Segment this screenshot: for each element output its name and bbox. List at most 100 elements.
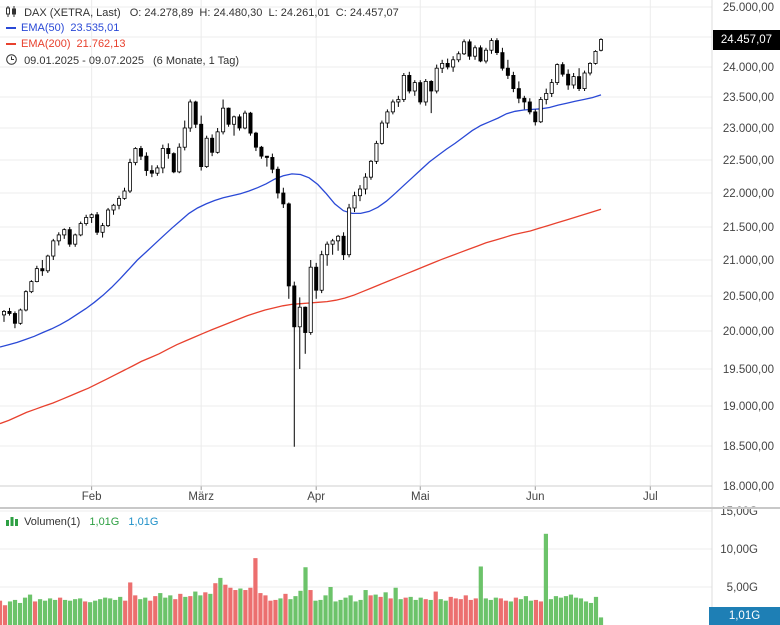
- candle-up: [89, 214, 94, 218]
- candle-up: [483, 49, 488, 62]
- candle-up: [122, 190, 127, 199]
- current-volume-tag: 1,01G: [709, 607, 780, 625]
- volume-bar: [308, 590, 313, 625]
- candle-up: [549, 82, 554, 94]
- volume-bar: [453, 598, 458, 625]
- candle-up: [412, 82, 417, 92]
- candle-down: [199, 123, 204, 167]
- price-tick-label: 24.000,00: [723, 62, 774, 74]
- price-tick-label: 21.500,00: [723, 222, 774, 234]
- date-range-row[interactable]: 09.01.2025 - 09.07.2025 (6 Monate, 1 Tag…: [6, 54, 239, 67]
- candle-down: [511, 75, 516, 90]
- price-tick-label: 18.000,00: [723, 481, 774, 493]
- volume-bar: [63, 599, 68, 625]
- current-price-tag: 24.457,07: [713, 30, 780, 50]
- volume-bar: [573, 597, 579, 625]
- volume-bar: [68, 600, 73, 625]
- candle-up: [215, 131, 220, 153]
- clock-icon: [6, 54, 17, 65]
- ema50-label: EMA(50): [21, 22, 65, 34]
- volume-bar: [37, 599, 43, 625]
- volume-bar: [103, 597, 108, 625]
- candle-up: [434, 67, 439, 92]
- candle-up: [593, 51, 598, 64]
- candle-up: [18, 309, 23, 324]
- price-tick-label: 20.000,00: [723, 326, 774, 338]
- candle-down: [144, 155, 149, 171]
- candle-down: [264, 155, 269, 158]
- candle-down: [303, 306, 308, 333]
- volume-bar: [568, 594, 574, 625]
- candle-up: [242, 112, 247, 129]
- volume-bar: [42, 600, 48, 625]
- volume-bar: [443, 600, 448, 625]
- volume-bar: [193, 591, 198, 625]
- volume-bar: [293, 596, 298, 625]
- volume-bar: [7, 601, 13, 625]
- volume-bar: [343, 597, 348, 625]
- volume-bar: [243, 590, 248, 625]
- candle-up: [396, 99, 401, 103]
- candle-down: [527, 101, 532, 113]
- volume-bar: [543, 533, 549, 625]
- candle-up: [56, 234, 61, 242]
- volume-bar: [563, 596, 569, 625]
- candle-up: [78, 223, 83, 236]
- volume-bar: [143, 597, 148, 625]
- candle-up: [62, 229, 67, 236]
- legend-ema200[interactable]: EMA(200) 21.762,13: [6, 38, 125, 50]
- volume-bar: [268, 600, 273, 625]
- instrument-label: DAX (XETRA, Last): [24, 7, 121, 19]
- candle-up: [73, 234, 78, 245]
- volume-bar: [523, 596, 528, 625]
- candle-up: [358, 188, 363, 197]
- ema200-label: EMA(200): [21, 38, 71, 50]
- volume-legend[interactable]: Volumen(1) 1,01G 1,01G: [6, 516, 158, 528]
- candle-up: [111, 204, 116, 211]
- volume-bar: [158, 593, 163, 625]
- volume-bar: [233, 590, 238, 625]
- candle-up: [29, 281, 34, 293]
- volume-bar: [383, 592, 388, 625]
- volume-value-green: 1,01G: [89, 516, 120, 528]
- volume-bar: [353, 601, 358, 625]
- candle-down: [566, 73, 571, 86]
- candle-down: [418, 82, 423, 103]
- volume-bar: [598, 617, 604, 625]
- ema50-value: 23.535,01: [70, 22, 120, 34]
- time-tick-label: März: [188, 491, 214, 503]
- volume-bar: [258, 593, 263, 625]
- candle-up: [385, 111, 390, 124]
- candle-up: [440, 63, 445, 69]
- volume-bar: [508, 601, 513, 625]
- candle-up: [325, 243, 330, 256]
- ema200-line-group: [0, 208, 602, 425]
- volume-bar: [83, 601, 88, 625]
- volume-bar: [378, 596, 383, 625]
- volume-bar: [183, 596, 188, 625]
- candle-up: [133, 148, 138, 164]
- time-tick-label: Jul: [643, 491, 658, 503]
- candle-up: [188, 101, 193, 129]
- candle-down: [237, 116, 242, 129]
- volume-bar: [278, 598, 283, 625]
- volume-bar: [298, 590, 303, 625]
- legend-ema50[interactable]: EMA(50) 23.535,01: [6, 22, 119, 34]
- candle-up: [336, 235, 341, 242]
- candle-down: [166, 148, 171, 154]
- volume-bar: [593, 596, 599, 625]
- volume-bar: [483, 598, 488, 625]
- volume-bar: [538, 601, 544, 625]
- candle-down: [270, 157, 275, 170]
- volume-bar: [153, 596, 158, 625]
- volume-bar: [553, 596, 559, 625]
- volume-bar: [578, 598, 584, 625]
- candle-up: [374, 142, 379, 162]
- candle-up: [308, 266, 313, 333]
- candle-up: [456, 53, 461, 61]
- candle-up: [100, 225, 105, 233]
- volume-bar: [32, 601, 38, 625]
- candle-down: [341, 235, 346, 256]
